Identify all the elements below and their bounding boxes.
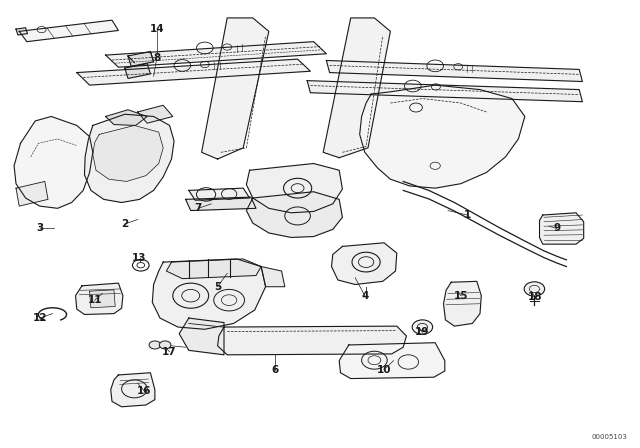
Text: 15: 15	[454, 291, 468, 301]
Text: 18: 18	[528, 292, 542, 302]
Text: 11: 11	[88, 295, 102, 305]
Text: 14: 14	[150, 24, 164, 34]
Circle shape	[412, 320, 433, 334]
Text: 00005103: 00005103	[591, 434, 627, 440]
Polygon shape	[128, 52, 154, 66]
Polygon shape	[360, 85, 525, 188]
Text: 2: 2	[121, 219, 129, 229]
Text: 5: 5	[214, 282, 221, 292]
Polygon shape	[125, 64, 150, 78]
Circle shape	[159, 341, 171, 349]
Polygon shape	[179, 318, 224, 355]
Polygon shape	[202, 18, 269, 159]
Polygon shape	[166, 259, 261, 279]
Polygon shape	[90, 290, 115, 308]
Polygon shape	[16, 28, 28, 35]
Polygon shape	[189, 188, 250, 200]
Polygon shape	[106, 110, 147, 125]
Circle shape	[149, 341, 161, 349]
Polygon shape	[218, 326, 406, 355]
Polygon shape	[540, 213, 584, 244]
Polygon shape	[106, 42, 326, 67]
Polygon shape	[76, 283, 123, 314]
Text: 6: 6	[271, 365, 279, 375]
Text: 17: 17	[163, 347, 177, 357]
Polygon shape	[261, 267, 285, 287]
Text: 9: 9	[553, 224, 561, 233]
Polygon shape	[246, 164, 342, 213]
Text: 1: 1	[463, 210, 471, 220]
Polygon shape	[323, 18, 390, 158]
Text: 13: 13	[132, 253, 147, 263]
Text: 8: 8	[153, 53, 161, 63]
Polygon shape	[186, 197, 256, 211]
Text: 7: 7	[195, 203, 202, 213]
Polygon shape	[444, 281, 481, 326]
Polygon shape	[16, 181, 48, 206]
Polygon shape	[77, 59, 310, 85]
Text: 3: 3	[36, 224, 44, 233]
Circle shape	[524, 282, 545, 296]
Polygon shape	[332, 243, 397, 284]
Polygon shape	[14, 116, 93, 208]
Text: 10: 10	[377, 365, 391, 375]
Text: 19: 19	[415, 327, 429, 337]
Polygon shape	[152, 259, 266, 329]
Polygon shape	[19, 20, 118, 42]
Polygon shape	[138, 105, 173, 123]
Polygon shape	[339, 343, 445, 379]
Text: 4: 4	[361, 291, 369, 301]
Polygon shape	[246, 192, 342, 237]
Polygon shape	[111, 373, 155, 407]
Text: 12: 12	[33, 313, 47, 323]
Polygon shape	[326, 60, 582, 82]
Polygon shape	[93, 125, 163, 181]
Text: 16: 16	[137, 386, 151, 396]
Polygon shape	[307, 81, 582, 102]
Polygon shape	[84, 114, 174, 202]
